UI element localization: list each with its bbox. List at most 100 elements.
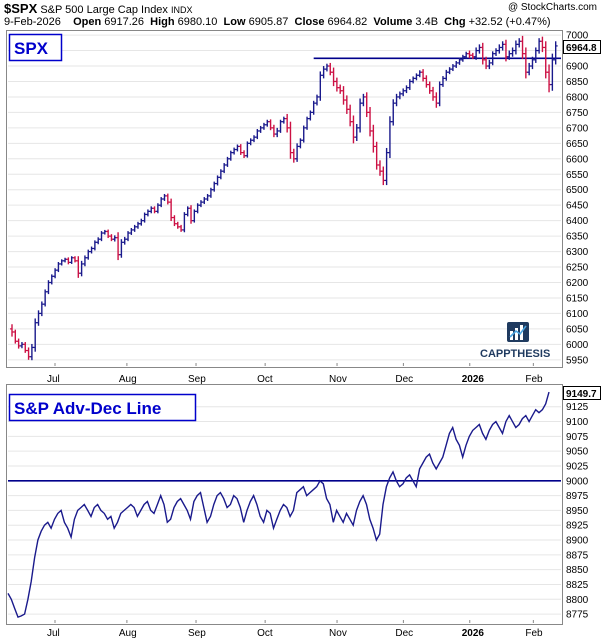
price-y-tick: 6150 [566,293,589,304]
price-x-label: Feb [525,374,543,385]
price-bar [265,119,270,127]
price-bar [63,257,68,263]
adl-x-label: Nov [329,628,347,639]
price-bar [517,38,522,48]
price-x-label: Sep [188,374,206,385]
price-bar [10,324,14,337]
price-bar [16,338,21,349]
price-bar [162,193,167,201]
adl-y-tick: 8825 [566,580,589,591]
price-bar [351,115,356,144]
price-bar [547,64,552,93]
price-y-tick: 6550 [566,170,589,181]
adl-y-tick: 9075 [566,432,589,443]
price-y-tick: 6850 [566,77,589,88]
price-x-label: Oct [257,374,273,385]
price-bar [494,48,499,56]
high-value: 6980.10 [177,16,218,28]
price-y-tick: 6200 [566,278,589,289]
price-y-tick: 6750 [566,108,589,119]
adl-y-ticks: 8775 8800 8825 8850 8875 8900 8925 8950 8975 9000… [566,402,589,620]
price-bar [79,260,84,277]
price-bar [417,70,422,78]
price-bar [248,138,253,146]
price-bar [252,135,257,143]
price-bar [487,59,492,70]
header-row-2: 9-Feb-2026 Open 6917.26 High 6980.10 Low… [4,16,551,28]
price-bar [268,119,273,131]
price-bar [354,124,359,142]
price-bar [182,212,187,233]
price-bar [271,124,276,138]
price-bar [145,209,150,217]
price-panel-frame [6,30,563,368]
price-bar [550,53,555,91]
adl-panel-frame [6,384,563,625]
price-bar [384,147,389,186]
price-bar [334,77,339,92]
price-bar [321,66,326,79]
price-bar [341,86,346,105]
open-value: 6917.26 [104,16,145,28]
price-bar [106,229,111,239]
price-bar [89,246,94,254]
price-bar [397,91,402,100]
price-bar [434,92,439,108]
price-bar [314,94,319,106]
price-bar [275,127,280,138]
price-bar [394,93,399,107]
price-bar [533,47,538,63]
price-bar [510,47,515,57]
price-bar [480,42,485,65]
symbol: $SPX [4,1,38,16]
price-x-label: 2026 [462,374,485,385]
price-bar [344,95,349,114]
price-y-tick: 6500 [566,185,589,196]
price-bar [454,60,459,68]
price-x-label: Dec [395,374,413,385]
price-bar [364,92,369,118]
adl-y-tick: 8900 [566,536,589,547]
chg-value: +32.52 (+0.47%) [468,16,551,28]
adl-y-tick: 9000 [566,476,589,487]
price-bar [139,218,144,226]
low-value: 6905.87 [248,16,289,28]
price-bar [109,234,114,242]
price-bar [175,221,180,229]
price-x-label: Aug [119,374,137,385]
adl-x-label: Feb [525,628,543,639]
price-bar [404,85,409,94]
price-bar [523,47,528,79]
price-bar [377,160,382,176]
price-bar [500,41,505,51]
price-bar [381,166,386,186]
price-bar [242,150,247,159]
price-bar [328,62,333,76]
adl-last-value-box: 9149.7 [563,386,601,400]
adl-x-label: 2026 [462,628,485,639]
adl-y-tick: 8975 [566,491,589,502]
price-title: SPX [14,39,49,58]
logo-text: CAPPTHESIS [480,348,550,360]
price-bar [447,67,452,75]
adl-y-tick: 9100 [566,417,589,428]
adl-y-tick: 9050 [566,447,589,458]
price-bars [10,35,558,361]
price-bar [135,221,140,229]
price-y-tick: 6800 [566,92,589,103]
price-bar [23,342,28,353]
price-y-tick: 6700 [566,123,589,134]
price-last-value-box: 6964.8 [563,40,601,54]
price-bar [411,76,416,84]
price-bar [238,144,243,155]
price-x-labels: Jul Aug Sep Oct Nov Dec 2026 Feb [47,363,543,385]
price-y-ticks: 5950 6000 6050 6100 6150 6200 6250 6300 6350 6400… [566,31,589,367]
price-bar [537,38,542,54]
price-bar [152,206,157,214]
price-bar [338,84,343,94]
price-bar [421,69,426,82]
adl-y-tick: 9125 [566,402,589,413]
price-bar [122,236,127,245]
adl-y-tick: 8950 [566,506,589,517]
price-bar [26,347,31,360]
